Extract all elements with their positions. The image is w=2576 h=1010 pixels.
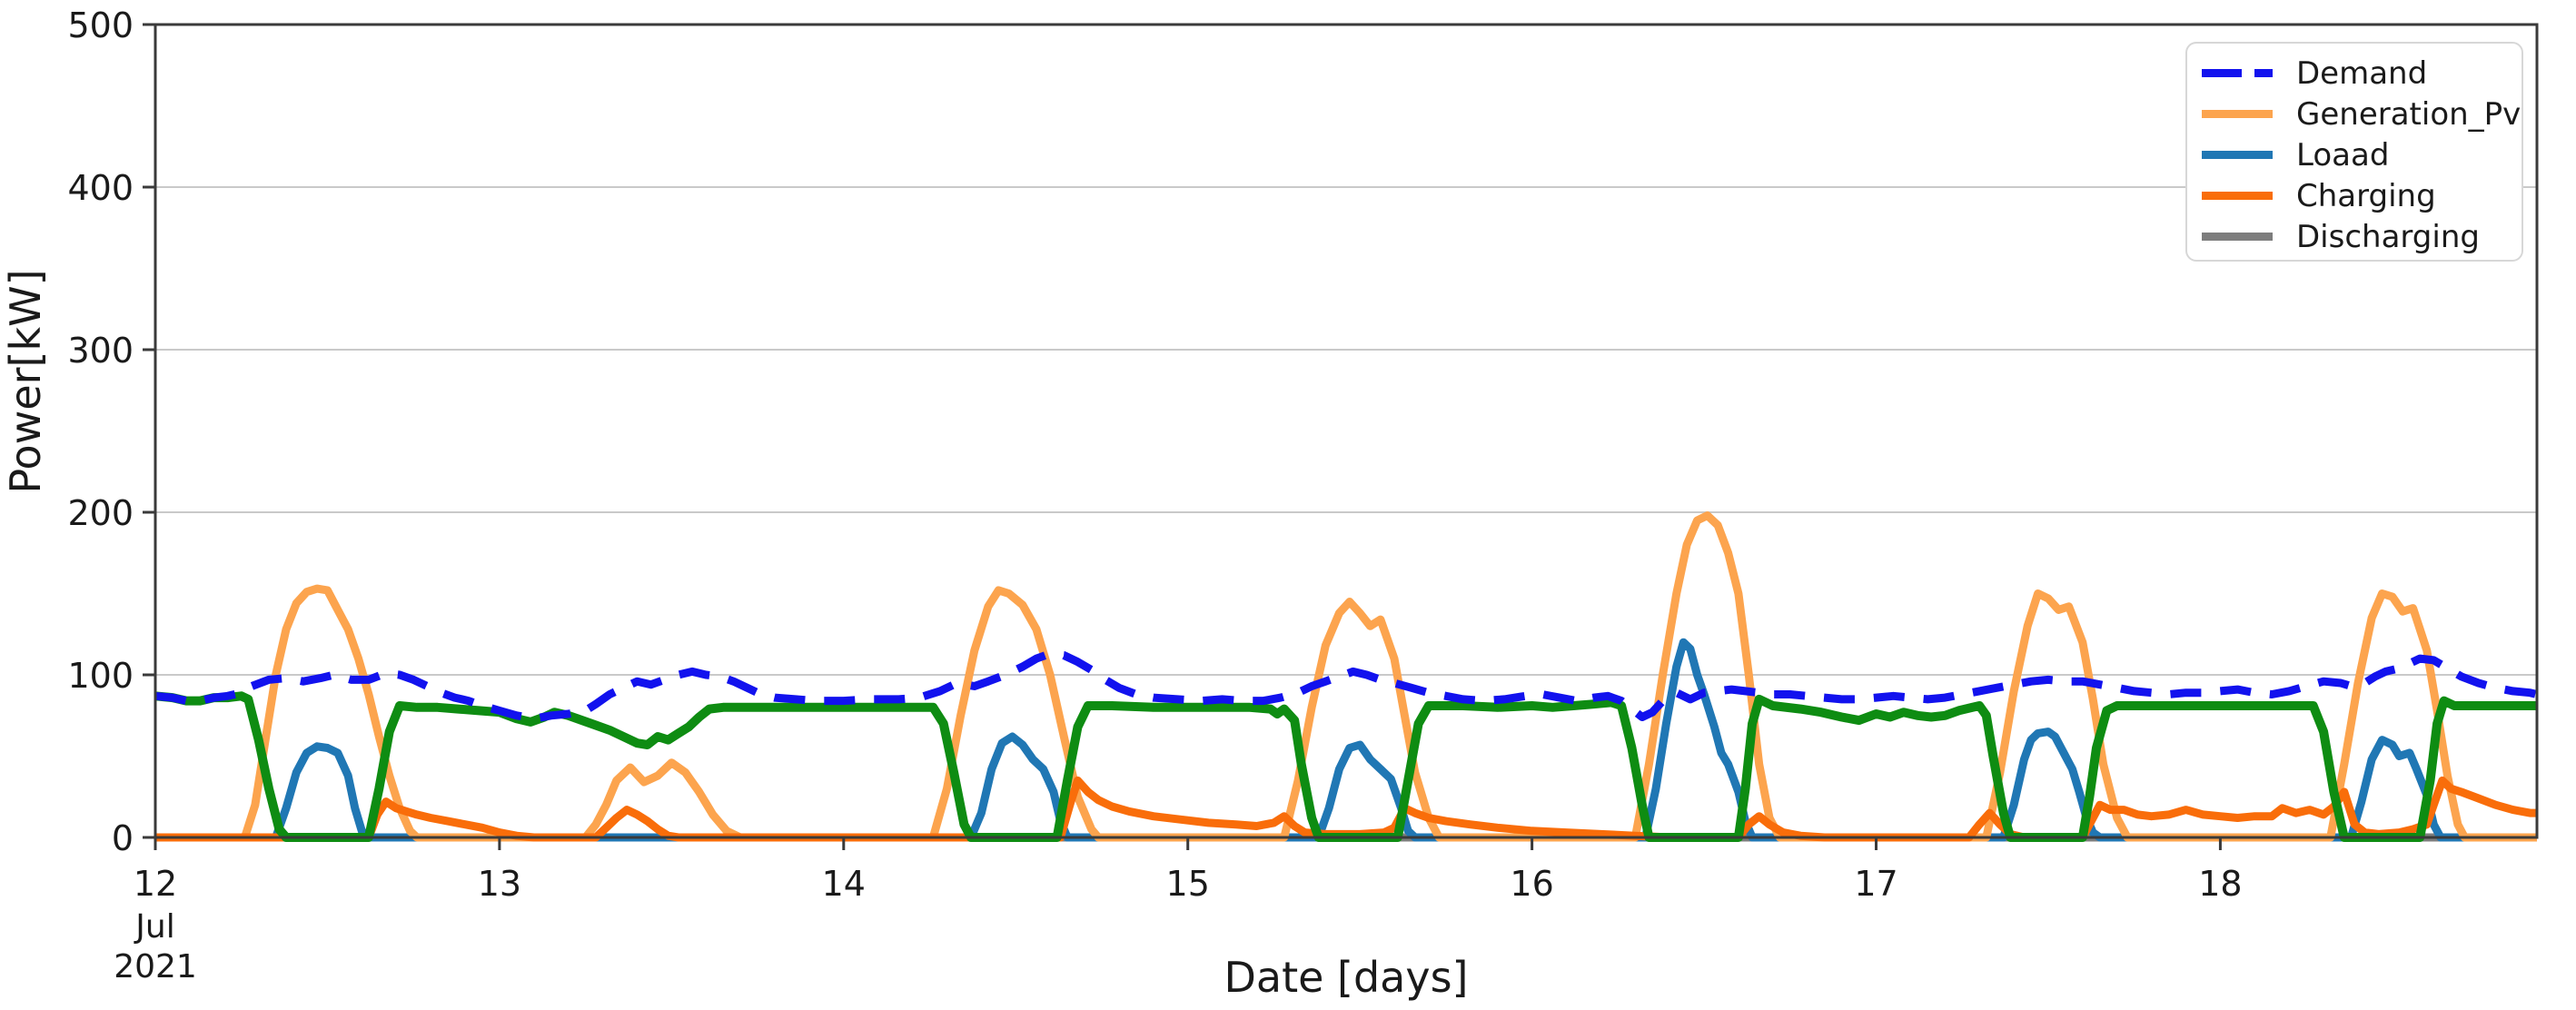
x-tick-sublabel-jul: Jul [134, 908, 174, 946]
axes-spines [154, 23, 2539, 839]
legend-label-charging: Charging [2296, 177, 2436, 214]
legend-item-loaad: Loaad [2202, 134, 2522, 175]
x-tick-label-12: 12 [134, 864, 177, 904]
plot-border [154, 23, 2539, 839]
x-tick-label-15: 15 [1166, 864, 1210, 904]
loaad-line-swatch [2202, 151, 2273, 159]
legend: Demand Generation_Pv Loaad Charging Disc… [2185, 42, 2523, 262]
charging-line-swatch [2202, 192, 2273, 200]
series-charging-line [155, 776, 2537, 842]
discharging-line-swatch [2202, 233, 2273, 241]
x-tick-label-18: 18 [2198, 864, 2242, 904]
y-tick-label-200: 200 [67, 493, 134, 533]
series-lines [154, 511, 2539, 842]
demand-line-swatch [2202, 69, 2273, 77]
x-tick-label-16: 16 [1510, 864, 1553, 904]
y-tick-label-400: 400 [67, 168, 134, 208]
x-tick-sublabel-2021: 2021 [114, 948, 197, 985]
x-axis-label: Date [days] [1224, 953, 1468, 1002]
generation-pv-line-swatch [2202, 110, 2273, 118]
legend-item-demand: Demand [2202, 53, 2522, 94]
legend-item-discharging: Discharging [2202, 216, 2522, 257]
y-tick-label-100: 100 [67, 656, 134, 696]
gridlines [155, 186, 2537, 676]
legend-item-generation-pv: Generation_Pv [2202, 94, 2522, 134]
series-generation-pv-line [155, 511, 2537, 842]
legend-label-discharging: Discharging [2296, 218, 2480, 255]
y-axis-label: Power[kW] [1, 269, 50, 493]
y-tick-label-500: 500 [67, 5, 134, 45]
series-demand-line [154, 649, 2539, 723]
y-tick-label-300: 300 [67, 331, 134, 371]
x-tick-label-13: 13 [478, 864, 521, 904]
y-tick-label-0: 0 [112, 818, 134, 858]
x-tick-label-14: 14 [822, 864, 866, 904]
legend-label-demand: Demand [2296, 54, 2428, 92]
x-tick-label-17: 17 [1854, 864, 1897, 904]
legend-item-charging: Charging [2202, 175, 2522, 216]
legend-label-generation-pv: Generation_Pv [2296, 95, 2522, 133]
legend-label-loaad: Loaad [2296, 136, 2390, 173]
